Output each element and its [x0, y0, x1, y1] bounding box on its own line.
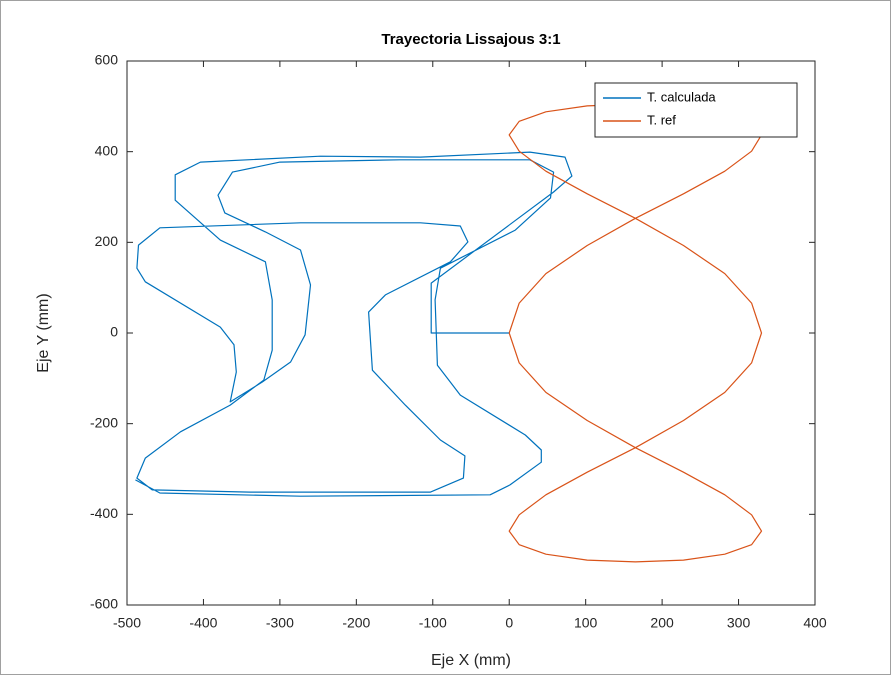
series-line	[135, 151, 573, 497]
x-axis-label: Eje X (mm)	[431, 652, 511, 669]
x-tick-label: 200	[650, 615, 674, 631]
chart-title: Trayectoria Lissajous 3:1	[381, 31, 560, 48]
y-axis-label: Eje Y (mm)	[35, 293, 52, 372]
x-tick-label: 0	[505, 615, 513, 631]
y-tick-label: 600	[95, 52, 119, 68]
x-tick-label: -100	[419, 615, 447, 631]
y-tick-label: 0	[110, 324, 118, 340]
x-tick-label: -300	[266, 615, 294, 631]
x-tick-label: -500	[113, 615, 141, 631]
x-tick-label: 400	[803, 615, 827, 631]
y-tick-label: 200	[95, 233, 119, 249]
x-tick-label: -200	[342, 615, 370, 631]
x-tick-label: -400	[189, 615, 217, 631]
x-tick-label: 300	[727, 615, 751, 631]
legend-label: T. ref	[647, 112, 676, 127]
axes-box	[126, 60, 816, 606]
y-tick-label: -200	[90, 414, 118, 430]
y-tick-label: -600	[90, 596, 118, 612]
x-tick-label: 100	[574, 615, 598, 631]
legend-box	[594, 82, 798, 138]
legend-label: T. calculada	[647, 89, 716, 104]
y-tick-label: -400	[90, 505, 118, 521]
y-tick-label: 400	[95, 142, 119, 158]
